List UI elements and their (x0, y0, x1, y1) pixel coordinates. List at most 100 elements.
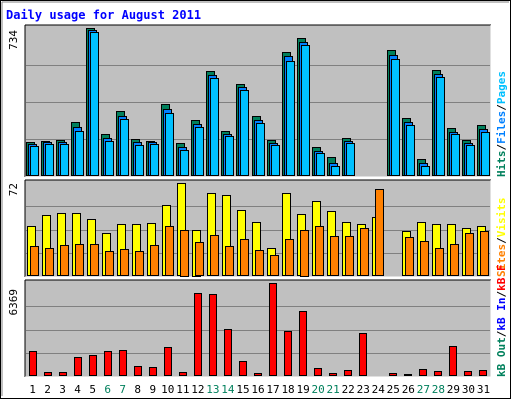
legend-item: kB Out (495, 337, 508, 377)
day-label-12: 12 (191, 383, 204, 396)
legend-item: Sites (495, 244, 508, 277)
bar-sites-day-18 (285, 239, 294, 276)
day-label-23: 23 (357, 383, 370, 396)
day-label-8: 8 (134, 383, 141, 396)
bar-kb-f-day-22 (344, 370, 352, 376)
bar-sites-day-24 (375, 189, 384, 276)
bar-kb-f-day-29 (449, 346, 457, 376)
bar-pages-day-8 (135, 145, 144, 176)
bar-kb-f-day-20 (314, 368, 322, 376)
legend-item: / (495, 237, 508, 244)
y-axis-max-label: 734 (7, 30, 20, 50)
day-label-11: 11 (176, 383, 189, 396)
bar-sites-day-4 (75, 244, 84, 276)
bar-sites-day-2 (45, 248, 54, 276)
bar-kb-f-day-13 (209, 294, 217, 376)
y-axis-max-label: 72 (7, 183, 20, 196)
bar-pages-day-14 (225, 136, 234, 176)
day-label-27: 27 (417, 383, 430, 396)
legend-top: Hits/Files/Pages (495, 71, 508, 177)
day-label-16: 16 (251, 383, 264, 396)
bar-kb-f-day-2 (44, 372, 52, 376)
bar-pages-day-20 (316, 153, 325, 176)
day-label-6: 6 (104, 383, 111, 396)
day-label-4: 4 (74, 383, 81, 396)
bar-kb-f-day-26 (404, 374, 412, 376)
day-label-15: 15 (236, 383, 249, 396)
day-label-22: 22 (342, 383, 355, 396)
bar-sites-day-6 (105, 251, 114, 276)
bar-pages-day-10 (165, 113, 174, 176)
bar-kb-f-day-9 (149, 367, 157, 376)
day-label-17: 17 (266, 383, 279, 396)
bar-kb-f-day-12 (194, 293, 202, 376)
bar-kb-f-day-28 (434, 371, 442, 376)
panel-sites-visits: 72 Sites/Visits (7, 179, 508, 278)
day-label-26: 26 (402, 383, 415, 396)
bar-sites-day-31 (480, 231, 489, 276)
bar-sites-day-8 (135, 251, 144, 276)
bar-pages-day-26 (406, 125, 415, 176)
bar-kb-f-day-31 (479, 370, 487, 376)
bar-kb-f-day-15 (239, 361, 247, 376)
bar-pages-day-9 (150, 144, 159, 176)
bar-pages-day-13 (210, 78, 219, 176)
day-label-30: 30 (462, 383, 475, 396)
bar-sites-day-13 (210, 235, 219, 276)
day-label-29: 29 (447, 383, 460, 396)
bar-kb-f-day-11 (179, 372, 187, 376)
bar-sites-day-1 (30, 246, 39, 276)
bar-pages-day-28 (436, 77, 445, 176)
legend-item: Files (495, 111, 508, 144)
bar-sites-day-3 (60, 245, 69, 276)
day-label-25: 25 (387, 383, 400, 396)
day-label-3: 3 (59, 383, 66, 396)
bar-sites-day-20 (315, 226, 324, 276)
day-label-18: 18 (281, 383, 294, 396)
bar-kb-f-day-1 (29, 351, 37, 376)
bar-pages-day-22 (346, 143, 355, 176)
chart-title: Daily usage for August 2011 (6, 8, 201, 22)
bar-kb-f-day-19 (299, 311, 307, 376)
legend-bottom: kB Out/kB In/kB F (495, 264, 508, 377)
legend-item: / (495, 144, 508, 151)
legend-item: kB In (495, 298, 508, 331)
bar-kb-f-day-14 (224, 329, 232, 376)
bar-kb-f-day-21 (329, 373, 337, 376)
legend-item: Hits (495, 151, 508, 178)
y-axis-max-label: 6369 (7, 289, 20, 316)
bar-pages-day-5 (90, 32, 99, 176)
bar-pages-day-6 (105, 141, 114, 176)
panel-background (25, 280, 491, 377)
day-label-21: 21 (327, 383, 340, 396)
day-label-2: 2 (44, 383, 51, 396)
bar-pages-day-29 (451, 134, 460, 176)
legend-item: Visits (495, 198, 508, 238)
bar-pages-day-16 (256, 123, 265, 176)
day-label-24: 24 (372, 383, 386, 396)
bar-kb-f-day-6 (104, 351, 112, 376)
bar-sites-day-9 (150, 245, 159, 276)
bar-sites-day-28 (435, 248, 444, 276)
day-label-19: 19 (296, 383, 309, 396)
legend-item: Pages (495, 71, 508, 104)
bar-pages-day-17 (271, 145, 280, 176)
bar-kb-f-day-23 (359, 333, 367, 376)
bar-sites-day-29 (450, 244, 459, 276)
bar-kb-f-day-3 (59, 372, 67, 376)
bar-pages-day-15 (240, 90, 249, 176)
bar-kb-f-day-27 (419, 369, 427, 376)
panel-kbytes: 6369 kB Out/kB In/kB F (7, 264, 508, 378)
legend-item: kB F (495, 264, 508, 291)
legend-item: / (495, 104, 508, 111)
day-label-14: 14 (221, 383, 235, 396)
bar-kb-f-day-30 (464, 371, 472, 376)
bar-pages-day-2 (45, 144, 54, 176)
bar-kb-f-day-8 (134, 366, 142, 376)
bar-sites-day-12 (195, 242, 204, 276)
day-label-7: 7 (119, 383, 126, 396)
bar-sites-day-15 (240, 239, 249, 276)
bar-pages-day-21 (331, 166, 340, 176)
